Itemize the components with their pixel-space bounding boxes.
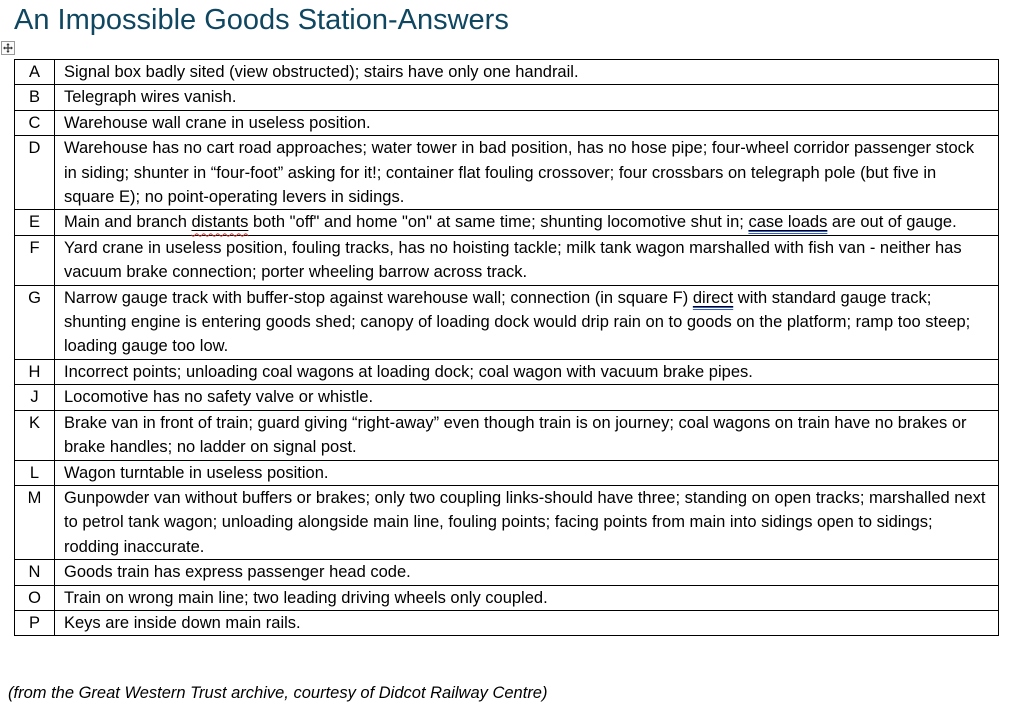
spellcheck-flagged-text: distants [192,213,249,231]
row-key[interactable]: M [14,484,55,561]
row-description[interactable]: Goods train has express passenger head c… [54,559,999,586]
row-key[interactable]: F [14,234,55,286]
row-description[interactable]: Keys are inside down main rails. [54,609,999,637]
row-description[interactable]: Train on wrong main line; two leading dr… [54,584,999,611]
table-row: H Incorrect points; unloading coal wagons… [14,358,999,386]
row-key[interactable]: B [14,84,55,111]
row-key[interactable]: K [14,409,55,461]
row-key[interactable]: C [14,109,55,137]
text-segment: Locomotive has no safety valve or whistl… [64,388,374,407]
text-segment: are out of gauge. [827,213,957,232]
text-segment: Warehouse wall crane in useless position… [64,113,371,132]
row-key[interactable]: N [14,559,55,586]
answers-table-body: A Signal box badly sited (view obstructed… [14,58,999,637]
table-row: J Locomotive has no safety valve or whist… [14,384,999,411]
spellcheck-squiggle: distants [191,213,249,232]
row-description[interactable]: Incorrect points; unloading coal wagons … [54,358,999,386]
attribution-note[interactable]: (from the Great Western Trust archive, c… [8,684,548,702]
row-description[interactable]: Telegraph wires vanish. [54,84,999,111]
table-row: B Telegraph wires vanish. [14,84,999,111]
table-row: A Signal box badly sited (view obstructed… [14,58,999,86]
row-key[interactable]: O [14,584,55,611]
row-description[interactable]: Brake van in front of train; guard givin… [54,409,999,461]
answers-table: A Signal box badly sited (view obstructed… [14,58,999,637]
grammar-flagged-text: direct [693,289,733,307]
row-key[interactable]: P [14,609,55,637]
grammar-flagged-text: case loads [748,213,827,231]
table-row: P Keys are inside down main rails. [14,609,999,637]
table-row: F Yard crane in useless position, fouling… [14,234,999,286]
row-description[interactable]: Gunpowder van without buffers or brakes;… [54,484,999,561]
table-row: E Main and branch distants both "off" and… [14,209,999,236]
table-row: C Warehouse wall crane in useless positio… [14,109,999,137]
row-key[interactable]: J [14,384,55,411]
row-description[interactable]: Locomotive has no safety valve or whistl… [54,384,999,411]
row-description[interactable]: Warehouse wall crane in useless position… [54,109,999,137]
text-segment: Telegraph wires vanish. [64,88,237,107]
text-segment: Gunpowder van without buffers or brakes;… [64,488,986,556]
grammar-underline: direct [692,288,734,307]
text-segment: Train on wrong main line; two leading dr… [64,588,548,607]
row-description[interactable]: Signal box badly sited (view obstructed)… [54,58,999,86]
table-row: D Warehouse has no cart road approaches; … [14,135,999,211]
table-row: N Goods train has express passenger head … [14,559,999,586]
text-segment: Keys are inside down main rails. [64,613,301,632]
table-row: M Gunpowder van without buffers or brakes… [14,484,999,561]
row-key[interactable]: L [14,459,55,486]
row-key[interactable]: A [14,58,55,86]
row-key[interactable]: G [14,284,55,360]
table-row: G Narrow gauge track with buffer-stop aga… [14,284,999,360]
text-segment: Yard crane in useless position, fouling … [64,238,962,282]
text-segment: Signal box badly sited (view obstructed)… [64,63,579,81]
row-description[interactable]: Warehouse has no cart road approaches; w… [54,135,999,211]
grammar-underline: case loads [748,213,828,232]
text-segment: Warehouse has no cart road approaches; w… [64,139,975,207]
text-segment: Main and branch [64,213,192,232]
table-row: L Wagon turntable in useless position. [14,459,999,486]
row-description[interactable]: Main and branch distants both "off" and … [54,209,999,236]
four-way-arrow-icon [3,43,13,53]
table-move-handle[interactable] [1,41,15,55]
text-segment: Narrow gauge track with buffer-stop agai… [64,288,693,307]
text-segment: Incorrect points; unloading coal wagons … [64,362,753,381]
table-row: K Brake van in front of train; guard givi… [14,409,999,461]
row-key[interactable]: E [14,209,55,236]
text-segment: Wagon turntable in useless position. [64,463,329,482]
row-description[interactable]: Narrow gauge track with buffer-stop agai… [54,284,999,360]
text-segment: both "off" and home "on" at same time; s… [248,213,749,232]
text-segment: Goods train has express passenger head c… [64,563,411,582]
row-key[interactable]: D [14,135,55,211]
text-segment: with standard gauge track; shunting engi… [64,288,971,356]
table-row: O Train on wrong main line; two leading d… [14,584,999,611]
row-key[interactable]: H [14,358,55,386]
row-description[interactable]: Wagon turntable in useless position. [54,459,999,486]
page-title[interactable]: An Impossible Goods Station-Answers [14,4,509,36]
text-segment: Brake van in front of train; guard givin… [64,413,967,457]
row-description[interactable]: Yard crane in useless position, fouling … [54,234,999,286]
